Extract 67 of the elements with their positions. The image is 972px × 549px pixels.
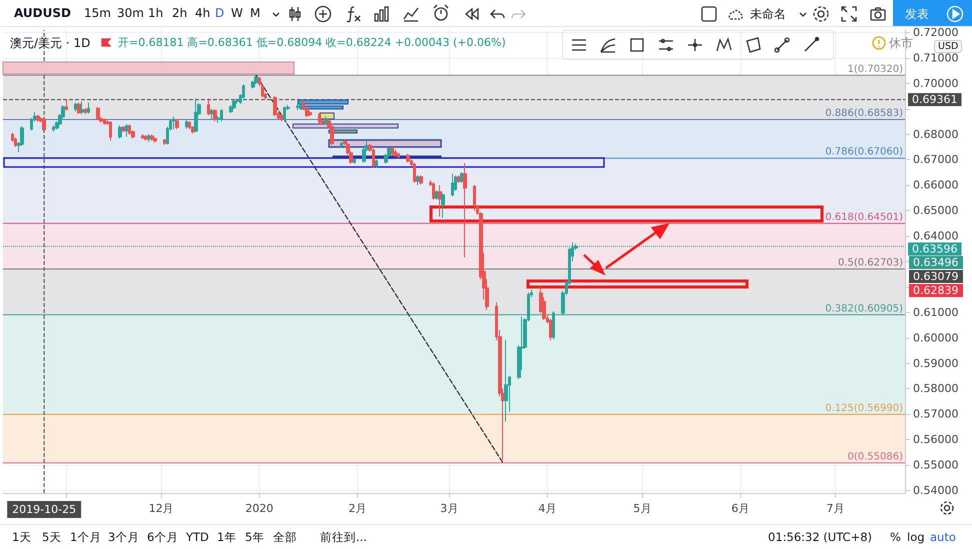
x-tick-label: 2月 xyxy=(348,502,366,515)
text: 0.62839 xyxy=(909,284,962,297)
x-tick-label: 2020 xyxy=(245,502,274,515)
text: log xyxy=(907,530,925,544)
y-tick-label: 0.72000 xyxy=(913,26,958,40)
annotation: 休市 xyxy=(889,35,913,52)
text: 3个月 xyxy=(108,530,140,545)
x-tick-label: 3月 xyxy=(440,502,458,515)
y-tick-label: 0.68000 xyxy=(913,128,958,141)
y-tick-label: 0.67000 xyxy=(913,153,958,166)
y-tick-label: 0.58000 xyxy=(913,382,958,396)
ref-line-label: 0.382(0.60905) xyxy=(825,303,904,314)
y-tick-label: 0.60000 xyxy=(913,331,958,344)
text: 5年 xyxy=(245,530,264,545)
text: M xyxy=(250,6,260,20)
ref-line-label: 0.5(0.62703) xyxy=(838,258,904,269)
text: 6个月 xyxy=(147,530,178,545)
ref-line-label: 2019-10-25 xyxy=(12,503,76,516)
x-tick-label: 12月 xyxy=(148,502,174,515)
text: 01:56:32 (UTC+8) xyxy=(768,530,872,544)
ref-line-label: 1(0.70320) xyxy=(847,64,904,75)
y-tick-label: 0.56000 xyxy=(913,433,958,446)
y-tick-label: 0.65000 xyxy=(913,204,958,218)
text: % xyxy=(890,530,901,544)
y-tick-label: 0.54000 xyxy=(913,484,958,497)
text: 5天 xyxy=(42,530,62,545)
y-tick-label: 0.59000 xyxy=(913,356,958,370)
y-tick-label: 0.66000 xyxy=(913,178,958,192)
text: AUDUSD xyxy=(14,6,71,20)
text: 30m xyxy=(117,6,144,20)
y-axis-title: USD xyxy=(934,40,962,53)
text: YTD xyxy=(186,530,209,544)
text: 4h xyxy=(195,6,210,20)
text: 1年 xyxy=(217,530,236,545)
ref-line-label: 0.125(0.56990) xyxy=(825,402,904,414)
y-tick-label: 0.70000 xyxy=(913,76,958,90)
y-tick-label: 0.64000 xyxy=(913,230,958,243)
x-tick-label: 5月 xyxy=(633,502,652,515)
ref-line-label: 0.618(0.64501) xyxy=(825,212,904,223)
text: 1h xyxy=(148,6,164,20)
text: 15m xyxy=(84,6,111,20)
text: 0.63079 xyxy=(909,270,962,283)
ref-line-label: 0(0.55086) xyxy=(847,451,904,462)
text: D xyxy=(215,6,224,20)
x-tick-label: 4月 xyxy=(538,502,556,515)
text: auto xyxy=(930,530,956,544)
text: 1个月 xyxy=(70,530,102,545)
text: 开=0.68181 高=0.68361 低=0.68094 收=0.68224 +0.00043 (+0.06%) xyxy=(118,35,506,50)
y-tick-label: 0.55000 xyxy=(913,458,958,472)
x-tick-label: 7月 xyxy=(826,502,844,515)
ref-line-label: 0.69361 xyxy=(912,93,958,106)
y-tick-label: 0.57000 xyxy=(913,408,958,421)
y-tick-label: 0.71000 xyxy=(913,51,958,64)
ref-line-label: 0.63596 xyxy=(912,242,958,256)
text: 2h xyxy=(172,6,188,20)
text: 1天 xyxy=(12,530,32,545)
text: W xyxy=(231,6,243,20)
ref-line-label: 0.886(0.68583) xyxy=(825,108,904,119)
x-tick-label: 6月 xyxy=(731,502,750,515)
text: 0.63496 xyxy=(909,256,962,269)
text: 全部 xyxy=(273,530,297,545)
text: 发表 xyxy=(905,6,929,23)
ref-line-label: 0.786(0.67060) xyxy=(825,146,904,158)
text: 未命名 xyxy=(750,6,786,23)
text: 澳元/美元 · 1D xyxy=(10,35,90,52)
y-tick-label: 0.61000 xyxy=(913,306,958,319)
text: 前往到... xyxy=(320,530,367,545)
